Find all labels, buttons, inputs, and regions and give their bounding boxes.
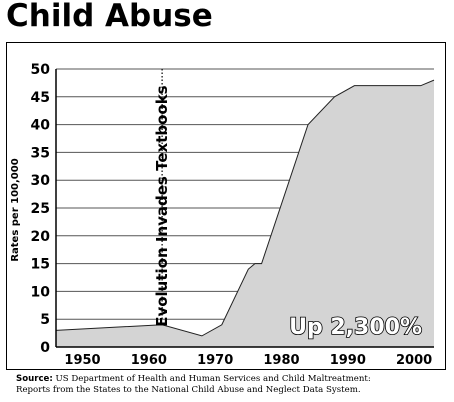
y-tick-label-30: 30 <box>31 173 51 189</box>
y-tick-labels: 0 5 10 15 20 25 30 35 40 45 50 <box>31 62 51 356</box>
x-tick-label-1950: 1950 <box>64 353 100 368</box>
axes <box>55 69 434 348</box>
annotation-callout-text: Up 2,300% <box>289 315 422 340</box>
x-tick-label-2000: 2000 <box>396 353 432 368</box>
y-tick-label-20: 20 <box>31 229 51 245</box>
y-tick-label-10: 10 <box>31 284 51 300</box>
y-tick-label-5: 5 <box>40 312 50 328</box>
x-tick-labels: 1950 1960 1970 1980 1990 2000 <box>64 353 432 368</box>
y-tick-label-0: 0 <box>40 340 50 356</box>
x-tick-label-1980: 1980 <box>263 353 299 368</box>
x-tick-label-1990: 1990 <box>330 353 366 368</box>
x-tick-label-1960: 1960 <box>131 353 167 368</box>
chart-title: Child Abuse <box>6 0 213 34</box>
area-line <box>55 79 435 337</box>
annotation-evolution-text: Evolution Invades Textbooks <box>153 85 171 326</box>
source-label: Source: <box>16 374 53 384</box>
area-series <box>55 79 435 348</box>
y-axis-label: Rates per 100,000 <box>10 158 21 261</box>
y-tick-label-25: 25 <box>31 201 50 217</box>
source-note: Source: US Department of Health and Huma… <box>16 374 446 395</box>
y-tick-label-40: 40 <box>31 118 51 134</box>
source-text-line-1: US Department of Health and Human Servic… <box>55 374 371 384</box>
chart-frame <box>6 42 446 370</box>
y-tick-label-45: 45 <box>31 90 50 106</box>
source-text-line-2: Reports from the States to the National … <box>16 384 361 395</box>
area-fill <box>56 80 434 348</box>
x-tick-label-1970: 1970 <box>197 353 233 368</box>
y-tick-label-35: 35 <box>31 145 50 161</box>
y-tick-label-50: 50 <box>31 62 51 78</box>
y-tick-label-15: 15 <box>31 257 50 273</box>
